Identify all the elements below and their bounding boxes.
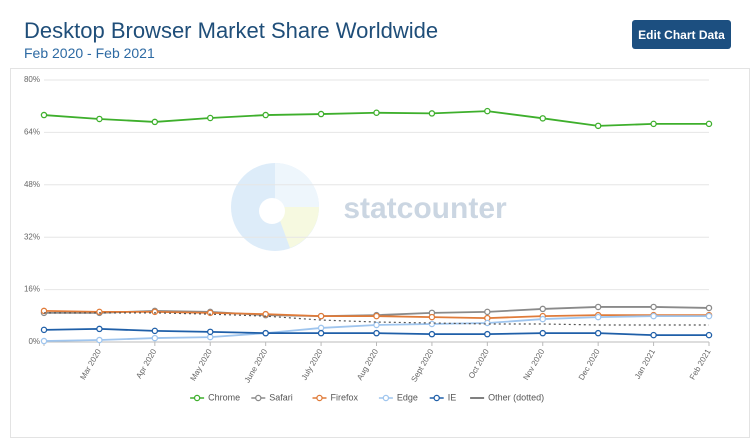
- x-tick-label: Feb 2021: [688, 347, 713, 381]
- data-point: [594, 303, 602, 311]
- series-line: [44, 312, 709, 326]
- data-point: [40, 307, 48, 315]
- legend-label: IE: [448, 392, 457, 402]
- data-point: [206, 114, 214, 122]
- data-point: [40, 337, 48, 345]
- legend-label: Other (dotted): [488, 392, 544, 402]
- page: Desktop Browser Market Share Worldwide F…: [10, 18, 750, 438]
- edit-chart-button[interactable]: Edit Chart Data: [632, 20, 731, 49]
- y-tick-label: 80%: [24, 75, 40, 84]
- data-point: [40, 111, 48, 119]
- data-point: [96, 325, 103, 333]
- data-point: [594, 122, 602, 130]
- legend-label: Chrome: [208, 392, 240, 402]
- legend-marker: [193, 394, 201, 402]
- watermark: statcounter: [343, 192, 507, 225]
- x-tick-label: Apr 2020: [134, 347, 158, 380]
- x-tick-label: June 2020: [243, 347, 270, 384]
- data-point: [428, 320, 436, 328]
- y-tick-label: 64%: [24, 128, 40, 137]
- data-point: [428, 110, 436, 117]
- data-point: [484, 308, 491, 316]
- data-point: [151, 327, 159, 335]
- data-point: [317, 110, 325, 118]
- legend-item: Firefox: [312, 392, 359, 402]
- data-point: [151, 308, 159, 316]
- data-point: [705, 120, 713, 128]
- data-point: [484, 107, 491, 115]
- data-point: [705, 304, 713, 312]
- data-point: [594, 329, 602, 337]
- legend-marker: [382, 394, 390, 402]
- data-point: [484, 319, 491, 327]
- legend-label: Firefox: [331, 392, 359, 402]
- data-point: [705, 331, 713, 339]
- data-point: [428, 313, 436, 321]
- legend-label: Edge: [397, 392, 418, 402]
- data-point: [539, 329, 547, 337]
- data-point: [40, 326, 48, 334]
- y-tick-label: 48%: [24, 180, 40, 189]
- legend-label: Safari: [269, 392, 293, 402]
- data-point: [151, 334, 159, 342]
- data-point: [650, 120, 657, 128]
- legend-item: Safari: [251, 392, 293, 402]
- chart: statcounter 0% 16% 32% 48% 64% 80% Mar 2020 Apr…: [24, 75, 713, 402]
- legend-marker: [255, 394, 262, 402]
- data-point: [317, 312, 325, 320]
- legend-item: IE: [429, 392, 457, 402]
- data-point: [539, 305, 547, 313]
- data-point: [594, 313, 602, 321]
- data-point: [705, 312, 713, 320]
- data-point: [650, 303, 657, 311]
- data-point: [484, 330, 491, 338]
- data-point: [96, 115, 103, 123]
- y-tick-label: 16%: [24, 285, 40, 294]
- x-tick-label: May 2020: [188, 347, 214, 382]
- x-tick-label: July 2020: [300, 347, 325, 382]
- data-point: [96, 308, 103, 316]
- data-point: [206, 309, 214, 317]
- data-point: [151, 118, 159, 126]
- y-tick-label: 32%: [24, 232, 40, 241]
- data-point: [373, 312, 380, 320]
- x-tick-label: Jan 2021: [633, 347, 658, 380]
- x-tick-label: Sept 2020: [409, 347, 435, 384]
- legend-item: Chrome: [190, 392, 240, 402]
- data-point: [428, 330, 436, 338]
- data-point: [317, 329, 325, 337]
- series-line: [43, 315, 709, 342]
- page-subtitle: Feb 2020 - Feb 2021: [24, 45, 155, 61]
- y-tick-label: 0%: [28, 337, 40, 346]
- data-point: [96, 336, 103, 344]
- legend-item: Other (dotted): [470, 392, 544, 402]
- legend-marker: [433, 394, 440, 402]
- x-tick-label: Mar 2020: [78, 347, 103, 381]
- data-point: [262, 329, 269, 337]
- data-point: [650, 312, 657, 320]
- page-title: Desktop Browser Market Share Worldwide: [24, 18, 439, 43]
- data-point: [373, 329, 380, 337]
- data-point: [539, 315, 547, 323]
- data-point: [206, 328, 214, 336]
- data-point: [262, 310, 269, 318]
- watermark-logo: [231, 163, 319, 251]
- legend-item: Edge: [378, 392, 418, 402]
- data-point: [317, 324, 325, 332]
- data-point: [650, 331, 657, 339]
- x-tick-label: Nov 2020: [521, 347, 546, 382]
- data-point: [373, 321, 380, 329]
- data-point: [206, 333, 214, 341]
- x-tick-label: Dec 2020: [577, 347, 602, 382]
- x-tick-label: Oct 2020: [467, 347, 491, 380]
- data-point: [539, 115, 547, 122]
- data-point: [262, 111, 269, 119]
- data-point: [373, 109, 380, 117]
- legend-marker: [316, 394, 323, 402]
- x-tick-label: Aug 2020: [355, 347, 380, 382]
